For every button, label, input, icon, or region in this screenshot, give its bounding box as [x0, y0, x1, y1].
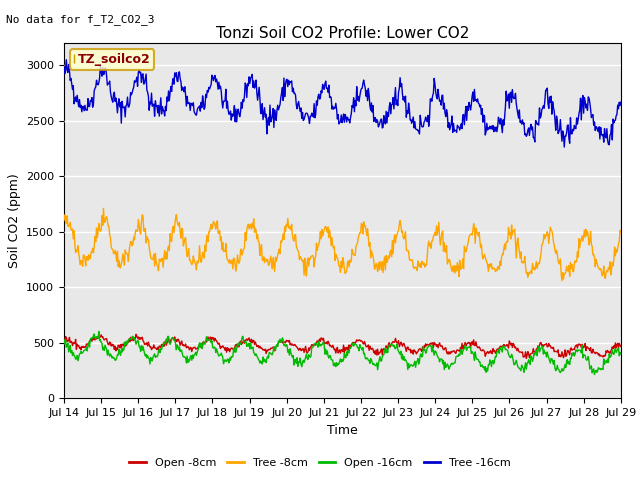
X-axis label: Time: Time — [327, 424, 358, 437]
Title: Tonzi Soil CO2 Profile: Lower CO2: Tonzi Soil CO2 Profile: Lower CO2 — [216, 25, 469, 41]
Y-axis label: Soil CO2 (ppm): Soil CO2 (ppm) — [8, 173, 20, 268]
Legend: Open -8cm, Tree -8cm, Open -16cm, Tree -16cm: Open -8cm, Tree -8cm, Open -16cm, Tree -… — [125, 453, 515, 472]
Text: No data for f_T2_CO2_3: No data for f_T2_CO2_3 — [6, 14, 155, 25]
Legend: TZ_soilco2: TZ_soilco2 — [70, 49, 154, 70]
